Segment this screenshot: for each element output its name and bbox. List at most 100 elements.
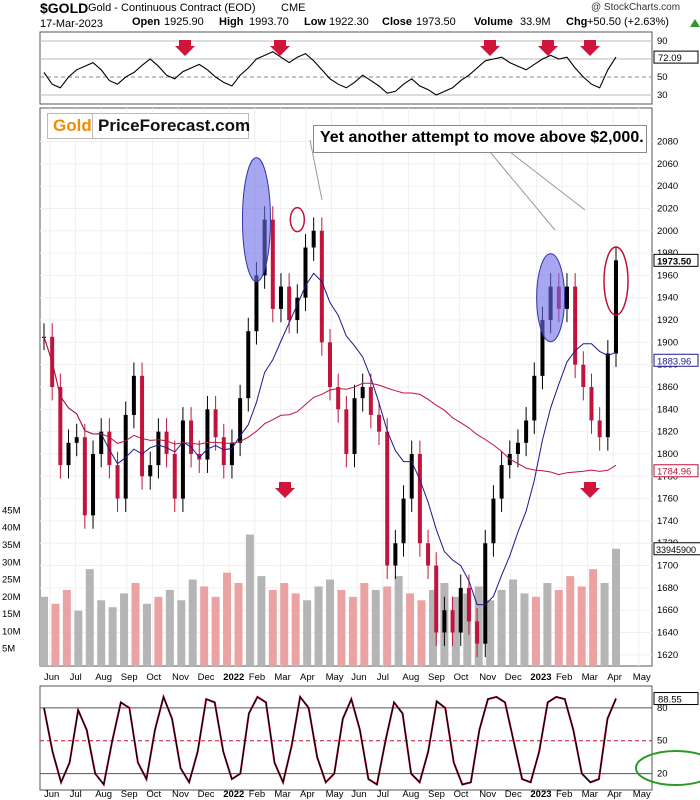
panel-frame-2: [39, 685, 653, 791]
open-value: 1925.90: [164, 16, 204, 28]
volume-bar: [383, 586, 392, 666]
price-tick-label: 2060: [657, 159, 678, 170]
red-arrow-icon: [580, 482, 600, 498]
x-tick-label-bottom: 2022: [223, 789, 244, 800]
price-candle-body: [466, 587, 471, 622]
x-tick-label: Dec: [198, 672, 215, 683]
x-tick-label: Mar: [582, 672, 598, 683]
x-tick-label-bottom: Oct: [454, 789, 469, 800]
price-candle-body: [115, 465, 120, 499]
volume-tick-label: 35M: [2, 540, 21, 551]
x-tick-label: Dec: [505, 672, 522, 683]
price-candle-body: [74, 437, 79, 443]
up-triangle-icon: [690, 19, 700, 27]
price-candle-body: [393, 543, 398, 566]
volume-bar: [554, 589, 563, 666]
volume-bar: [326, 579, 334, 666]
volume-bar: [280, 583, 289, 666]
price-candle-body: [156, 431, 161, 466]
green-highlight-ellipse: [635, 750, 700, 786]
ma200-last-label: 1784.96: [657, 467, 691, 478]
volume-bar: [360, 583, 369, 666]
instrument-name: Gold - Continuous Contract (EOD): [88, 2, 256, 14]
x-tick-label-bottom: 2023: [530, 789, 551, 800]
price-candle-body: [385, 431, 390, 566]
price-tick-label: 2040: [657, 181, 678, 192]
price-candle-body: [270, 219, 275, 309]
red-arrow-icon: [270, 40, 290, 56]
volume-bar: [211, 596, 220, 666]
price-candle-body: [58, 387, 63, 466]
x-tick-label-bottom: Nov: [479, 789, 496, 800]
volume-bar: [497, 589, 506, 666]
x-tick-label: Nov: [479, 672, 496, 683]
price-candle-body: [246, 331, 251, 399]
price-candle-body: [377, 414, 382, 432]
price-tick-label: 1660: [657, 605, 678, 616]
red-arrow-icon: [538, 40, 558, 56]
price-candle-body: [295, 297, 300, 321]
volume-bar: [531, 596, 540, 666]
x-tick-label: Mar: [274, 672, 290, 683]
price-candle-body: [417, 453, 422, 544]
price-candle-body: [189, 420, 194, 454]
high-label: High: [219, 16, 244, 28]
volume-bar: [451, 596, 460, 666]
volume-bar: [577, 586, 586, 666]
price-candle-body: [328, 342, 332, 387]
x-tick-label: Oct: [454, 672, 469, 683]
x-tick-label: Nov: [172, 672, 189, 683]
x-tick-label-bottom: Aug: [95, 789, 112, 800]
red-arrow-icon: [175, 40, 195, 56]
x-tick-label: Feb: [556, 672, 572, 683]
price-candle-body: [229, 442, 234, 466]
x-tick-label-bottom: Sep: [121, 789, 138, 800]
price-candle-body: [573, 286, 578, 365]
stoch-tick-label: 50: [657, 736, 668, 747]
x-tick-label-bottom: Jun: [44, 789, 59, 800]
rsi-tick-label: 90: [657, 36, 668, 47]
price-candle-body: [368, 387, 373, 415]
price-candle-body: [131, 375, 136, 415]
price-candle-body: [360, 387, 365, 399]
open-label: Open: [132, 16, 161, 28]
price-candle-body: [532, 375, 537, 421]
price-candle-body: [605, 353, 610, 438]
x-tick-label-bottom: May: [633, 789, 651, 800]
price-candle-body: [91, 453, 96, 516]
x-tick-label-bottom: Apr: [607, 789, 622, 800]
price-tick-label: 1740: [657, 516, 678, 527]
volume-bar: [394, 576, 403, 666]
annotation-pointer: [509, 151, 586, 211]
volume-tick-label: 45M: [2, 505, 21, 516]
price-candle-body: [597, 420, 602, 438]
red-arrow-icon: [480, 40, 500, 56]
price-candle-body: [172, 453, 177, 499]
ma200-last-box: [653, 464, 699, 478]
price-candle-body: [180, 420, 185, 499]
logo: Gold PriceForecast.com: [47, 113, 251, 139]
chg-value: +50.50 (+2.63%): [587, 16, 669, 28]
x-tick-label: May: [633, 672, 651, 683]
rsi-last-box: [653, 50, 699, 64]
blue-highlight-ellipse: [241, 157, 271, 283]
price-candle-body: [352, 398, 357, 454]
date: 17-Mar-2023: [40, 18, 103, 30]
volume-bar: [97, 600, 106, 666]
x-tick-label: Aug: [95, 672, 112, 683]
logo-site: PriceForecast.com: [98, 116, 251, 135]
low-value: 1922.30: [329, 16, 369, 28]
logo-gold: Gold: [53, 116, 92, 135]
red-arrow-icon: [275, 482, 295, 498]
price-candle-body: [164, 431, 169, 454]
ma50-last-box: [653, 353, 699, 367]
volume-last-label: 33945900: [656, 545, 696, 555]
price-candle-body: [614, 260, 618, 354]
price-candle-body: [483, 543, 488, 644]
volume-bar: [509, 579, 518, 666]
price-candle-body: [221, 437, 226, 466]
x-tick-label-bottom: May: [326, 789, 344, 800]
volume-value: 33.9M: [520, 16, 551, 28]
price-tick-label: 1800: [657, 449, 678, 460]
volume-bar: [268, 589, 277, 666]
